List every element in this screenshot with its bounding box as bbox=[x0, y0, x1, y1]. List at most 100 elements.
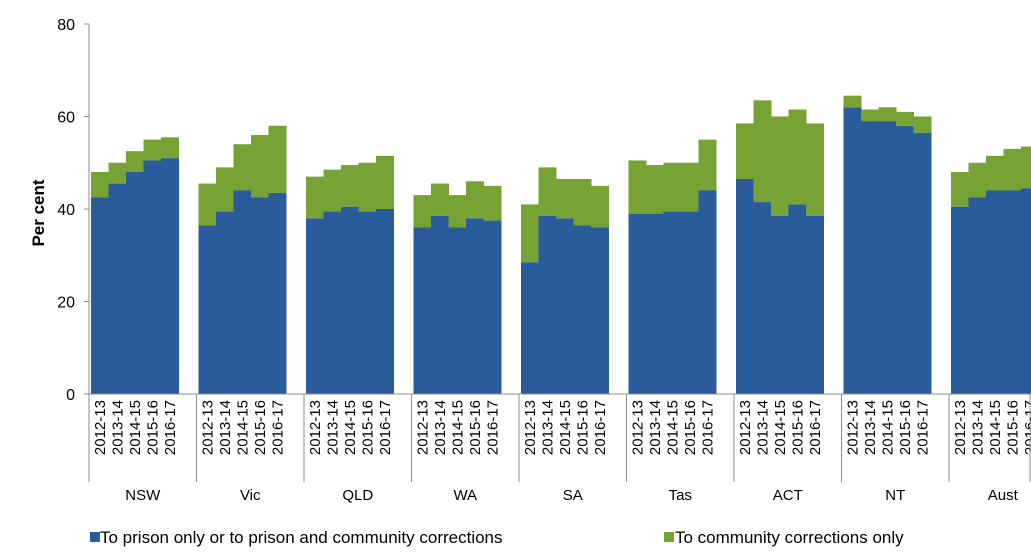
bar-community bbox=[753, 100, 772, 203]
bar-prison bbox=[556, 218, 574, 394]
bar-prison bbox=[126, 172, 144, 394]
bar-prison bbox=[358, 211, 377, 394]
group-label: Tas bbox=[669, 487, 692, 504]
category-tick-label: 2016-17 bbox=[269, 400, 286, 455]
bar-community bbox=[878, 107, 897, 122]
y-tick-label: 20 bbox=[57, 295, 75, 312]
category-tick-label: 2012-13 bbox=[199, 400, 216, 455]
legend-label-prison: To prison only or to prison and communit… bbox=[100, 528, 503, 547]
bar-community bbox=[268, 125, 287, 193]
category-tick-label: 2014-15 bbox=[557, 400, 574, 455]
bar-community bbox=[198, 183, 217, 226]
bar-community bbox=[843, 95, 862, 108]
category-tick-label: 2016-17 bbox=[162, 400, 179, 455]
bar-community bbox=[108, 162, 127, 184]
bar-community bbox=[431, 183, 449, 216]
category-tick-label: 2012-13 bbox=[952, 400, 969, 455]
category-tick-label: 2014-15 bbox=[879, 400, 896, 455]
bar-prison bbox=[413, 227, 432, 394]
y-tick-label: 40 bbox=[57, 202, 75, 219]
bar-community bbox=[896, 111, 914, 126]
category-tick-label: 2015-16 bbox=[682, 400, 699, 455]
bar-community bbox=[806, 123, 824, 216]
group-label: QLD bbox=[342, 487, 373, 504]
bar-prison bbox=[913, 132, 932, 394]
bar-prison bbox=[986, 190, 1004, 394]
bar-prison bbox=[233, 190, 252, 394]
bar-prison bbox=[573, 225, 592, 394]
bar-prison bbox=[268, 192, 287, 394]
category-tick-label: 2012-13 bbox=[92, 400, 109, 455]
bar-prison bbox=[216, 211, 234, 394]
bar-community bbox=[143, 139, 162, 161]
category-tick-label: 2015-16 bbox=[467, 400, 484, 455]
bar-community bbox=[448, 195, 467, 228]
bar-community bbox=[951, 172, 969, 207]
category-tick-label: 2016-17 bbox=[484, 400, 501, 455]
bar-prison bbox=[521, 262, 539, 394]
bar-prison bbox=[108, 183, 127, 394]
bar-prison bbox=[736, 178, 754, 394]
category-tick-label: 2012-13 bbox=[522, 400, 539, 455]
bar-prison bbox=[861, 121, 879, 394]
category-tick-label: 2014-15 bbox=[664, 400, 681, 455]
bar-prison bbox=[483, 220, 502, 394]
bar-community bbox=[216, 167, 234, 212]
group-label: NT bbox=[885, 487, 905, 504]
group-label: SA bbox=[563, 487, 583, 504]
bar-prison bbox=[538, 215, 557, 394]
category-tick-label: 2013-14 bbox=[432, 400, 449, 455]
bar-prison bbox=[753, 202, 772, 394]
y-axis: 0 20 40 60 80 bbox=[57, 17, 90, 404]
bars bbox=[91, 95, 1031, 394]
bar-prison bbox=[448, 227, 467, 394]
bar-community bbox=[376, 155, 394, 209]
bar-community bbox=[628, 160, 647, 214]
category-tick-label: 2013-14 bbox=[217, 400, 234, 455]
category-tick-label: 2016-17 bbox=[914, 400, 931, 455]
bar-prison bbox=[628, 213, 647, 394]
bar-prison bbox=[591, 227, 609, 394]
bar-community bbox=[788, 109, 807, 205]
y-tick-label: 60 bbox=[57, 110, 75, 127]
bar-prison bbox=[771, 215, 789, 394]
legend-swatch-prison bbox=[90, 532, 100, 542]
bar-community bbox=[251, 135, 269, 198]
bar-prison bbox=[663, 211, 682, 394]
category-tick-label: 2015-16 bbox=[789, 400, 806, 455]
category-tick-label: 2016-17 bbox=[1022, 400, 1031, 455]
category-tick-label: 2016-17 bbox=[377, 400, 394, 455]
bar-community bbox=[483, 185, 502, 221]
bar-community bbox=[771, 116, 789, 216]
group-label: Vic bbox=[240, 487, 261, 504]
bar-prison bbox=[376, 209, 394, 394]
bar-prison bbox=[91, 197, 109, 394]
bar-community bbox=[591, 185, 609, 228]
category-tick-label: 2015-16 bbox=[359, 400, 376, 455]
category-tick-label: 2012-13 bbox=[414, 400, 431, 455]
category-tick-label: 2015-16 bbox=[574, 400, 591, 455]
category-tick-label: 2016-17 bbox=[699, 400, 716, 455]
category-tick-label: 2012-13 bbox=[307, 400, 324, 455]
legend-swatch-community bbox=[664, 532, 674, 542]
bar-prison bbox=[143, 160, 162, 394]
y-tick-label: 0 bbox=[66, 387, 75, 404]
bar-prison bbox=[161, 158, 179, 394]
bar-prison bbox=[341, 206, 359, 394]
bar-prison bbox=[198, 225, 217, 394]
legend: To prison only or to prison and communit… bbox=[90, 528, 904, 547]
bar-prison bbox=[251, 197, 269, 394]
x-axis: 2012-13 2013-14 2014-15 2015-16 2016-17NSW20… bbox=[88, 393, 1031, 504]
bar-community bbox=[556, 178, 574, 219]
y-tick-label: 80 bbox=[57, 17, 75, 34]
bar-community bbox=[233, 144, 252, 191]
category-tick-label: 2013-14 bbox=[862, 400, 879, 455]
category-tick-label: 2014-15 bbox=[449, 400, 466, 455]
bar-community bbox=[126, 151, 144, 172]
bar-prison bbox=[1021, 188, 1031, 394]
category-tick-label: 2016-17 bbox=[592, 400, 609, 455]
bar-community bbox=[521, 204, 539, 263]
bar-community bbox=[1003, 148, 1022, 191]
category-tick-label: 2013-14 bbox=[969, 400, 986, 455]
group-label: ACT bbox=[773, 487, 803, 504]
